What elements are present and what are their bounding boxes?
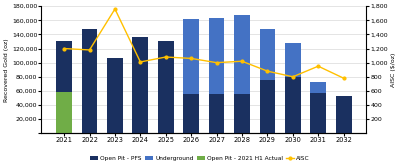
AISC [189, 57, 194, 59]
AISC [240, 60, 244, 62]
AISC [112, 8, 117, 10]
Bar [234, 15, 250, 94]
AISC [87, 49, 92, 51]
Y-axis label: Recovered Gold (oz): Recovered Gold (oz) [4, 38, 9, 102]
AISC [163, 56, 168, 58]
Bar [234, 94, 250, 133]
Bar [285, 77, 301, 133]
Bar [158, 41, 174, 133]
Bar [82, 30, 98, 133]
AISC [214, 62, 219, 64]
Bar [183, 19, 199, 94]
Bar [260, 30, 275, 80]
Bar [107, 58, 123, 133]
AISC [290, 76, 295, 78]
AISC [341, 77, 346, 79]
Legend: Open Pit - PFS, Underground, Open Pit - 2021 H1 Actual, AISC: Open Pit - PFS, Underground, Open Pit - … [90, 156, 310, 161]
AISC [265, 70, 270, 72]
Bar [132, 37, 148, 133]
Bar [310, 93, 326, 133]
Line: AISC: AISC [63, 8, 345, 80]
Bar [260, 80, 275, 133]
Bar [209, 18, 224, 94]
Bar [56, 41, 72, 133]
Bar [336, 96, 352, 133]
Bar [183, 94, 199, 133]
Bar [285, 43, 301, 77]
AISC [138, 61, 143, 63]
Bar [310, 82, 326, 93]
Bar [209, 94, 224, 133]
Y-axis label: AISC ($/oz): AISC ($/oz) [391, 52, 396, 87]
AISC [316, 65, 321, 67]
AISC [62, 48, 66, 50]
Bar [56, 92, 72, 133]
